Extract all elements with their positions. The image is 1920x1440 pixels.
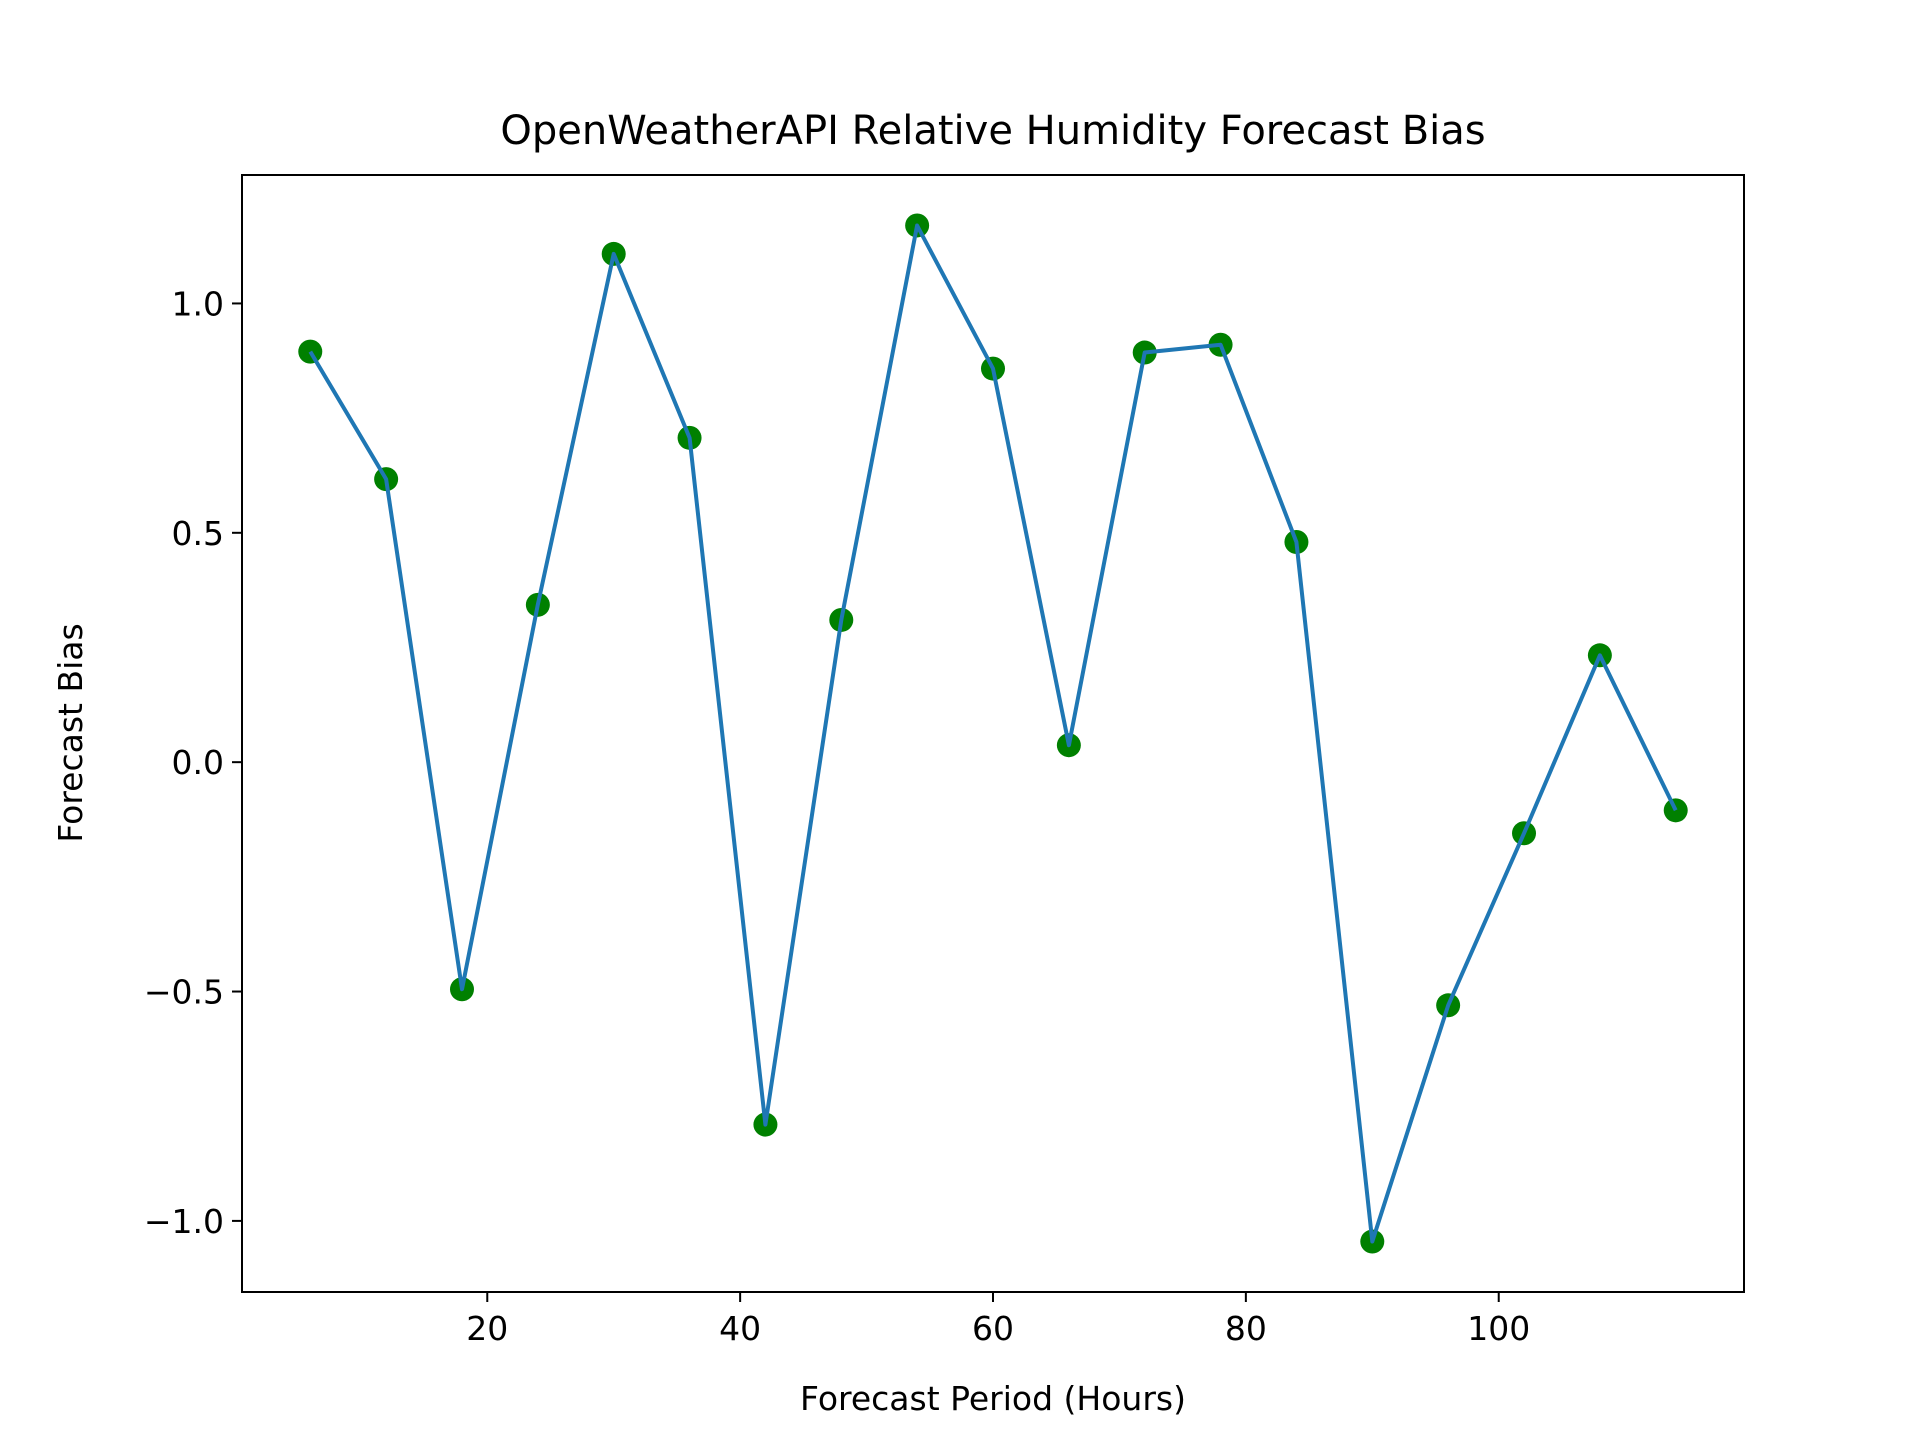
y-axis-label: Forecast Bias bbox=[51, 623, 90, 842]
x-tick-label: 80 bbox=[1225, 1309, 1267, 1348]
series-group bbox=[298, 213, 1688, 1254]
y-tick-label: −0.5 bbox=[144, 973, 224, 1012]
data-point bbox=[1663, 798, 1688, 823]
x-tick-label: 100 bbox=[1467, 1309, 1530, 1348]
x-tick-label: 60 bbox=[972, 1309, 1014, 1348]
plot-area-frame bbox=[241, 174, 1745, 1293]
series-line bbox=[308, 223, 1678, 1244]
data-point bbox=[298, 339, 323, 364]
chart-title: OpenWeatherAPI Relative Humidity Forecas… bbox=[500, 108, 1485, 154]
tick-group: 20 40 60 80 100 1.0 0.5 0.0 −0.5 −1.0 bbox=[144, 284, 1530, 1348]
x-tick-label: 40 bbox=[719, 1309, 761, 1348]
x-tick-label: 20 bbox=[466, 1309, 508, 1348]
x-axis-label: Forecast Period (Hours) bbox=[800, 1379, 1186, 1418]
y-tick-label: 0.0 bbox=[172, 743, 224, 782]
y-tick-label: −1.0 bbox=[144, 1202, 224, 1241]
y-tick-label: 0.5 bbox=[172, 514, 224, 553]
y-tick-label: 1.0 bbox=[172, 284, 224, 323]
